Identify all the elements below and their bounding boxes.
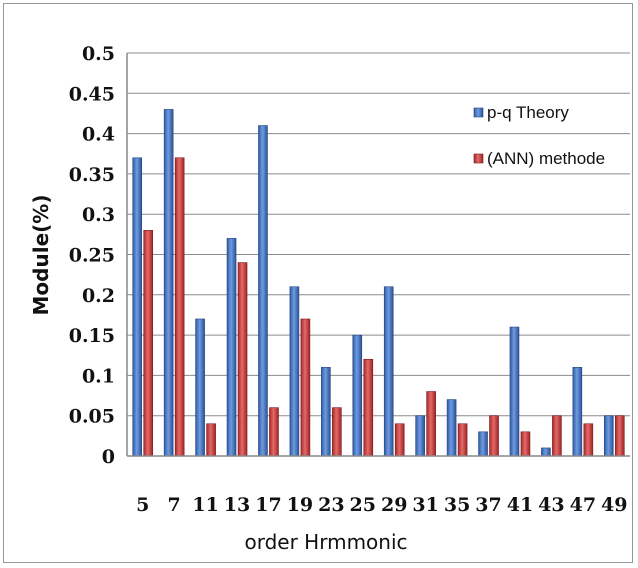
bar-pq-theory-49 — [603, 415, 614, 457]
bar-pq-theory-35 — [446, 399, 457, 457]
bar-pq-theory-47 — [572, 367, 583, 457]
legend-label: p-q Theory — [487, 103, 569, 122]
bar-ann-methode-13 — [237, 262, 248, 457]
bar-ann-methode-47 — [583, 423, 594, 457]
y-tick-label: 0.3 — [82, 204, 115, 226]
x-tick-label: 7 — [168, 494, 181, 516]
x-tick-label: 11 — [192, 494, 218, 516]
bar-ann-methode-31 — [426, 391, 436, 457]
x-axis-title: order Hrmmonic — [244, 530, 407, 554]
gridlines — [127, 52, 630, 417]
bar-ann-methode-19 — [300, 318, 311, 457]
y-tick-label: 0 — [102, 446, 115, 468]
bar-pq-theory-7 — [163, 109, 174, 457]
x-tick-label: 17 — [255, 494, 281, 516]
y-axis-title: Module(%) — [29, 195, 53, 316]
bar-pq-theory-25 — [352, 334, 363, 457]
bar-pq-theory-19 — [289, 286, 300, 457]
x-tick-label: 49 — [601, 494, 627, 516]
legend-swatch — [473, 107, 484, 118]
x-tick-label: 13 — [224, 494, 250, 516]
legend-swatch — [473, 153, 484, 164]
y-tick-label: 0.4 — [82, 124, 115, 146]
bar-pq-theory-43 — [541, 447, 551, 457]
y-tick-label: 0.25 — [69, 245, 115, 267]
bar-ann-methode-7 — [174, 157, 185, 457]
y-tick-labels: 0 0.05 0.1 0.15 0.2 0.25 0.3 0.35 0.4 0.45 0.5 — [69, 43, 115, 468]
bar-pq-theory-5 — [132, 157, 143, 457]
x-tick-label: 43 — [538, 494, 564, 516]
bar-ann-methode-23 — [332, 407, 342, 457]
y-tick-label: 0.1 — [82, 365, 115, 387]
x-tick-label: 23 — [318, 494, 344, 516]
x-tick-label: 19 — [287, 494, 313, 516]
bar-ann-methode-43 — [552, 415, 562, 457]
y-tick-label: 0.05 — [69, 406, 115, 428]
bar-ann-methode-41 — [520, 431, 531, 457]
bar-pq-theory-17 — [258, 125, 268, 457]
bar-ann-methode-37 — [489, 415, 499, 457]
x-tick-label: 31 — [412, 494, 438, 516]
bar-ann-methode-29 — [394, 423, 405, 457]
y-tick-label: 0.2 — [82, 285, 115, 307]
x-tick-label: 25 — [350, 494, 376, 516]
y-tick-label: 0.35 — [69, 164, 115, 186]
y-tick-label: 0.45 — [69, 83, 115, 105]
bar-pq-theory-13 — [226, 238, 237, 457]
bar-ann-methode-49 — [614, 415, 625, 457]
bar-pq-theory-37 — [478, 431, 488, 457]
x-tick-label: 35 — [444, 494, 470, 516]
legend: p-q Theory (ANN) methode — [473, 103, 605, 168]
bar-pq-theory-11 — [195, 318, 205, 457]
y-tick-label: 0.15 — [69, 325, 115, 347]
bars — [132, 109, 625, 457]
x-tick-label: 37 — [475, 494, 501, 516]
bar-ann-methode-17 — [269, 407, 279, 457]
legend-label: (ANN) methode — [487, 149, 605, 168]
bar-pq-theory-41 — [509, 326, 520, 457]
bar-pq-theory-23 — [321, 367, 331, 457]
chart-frame — [3, 3, 633, 563]
bar-ann-methode-5 — [143, 230, 154, 457]
bar-ann-methode-25 — [363, 358, 374, 457]
x-tick-label: 47 — [570, 494, 596, 516]
x-tick-label: 5 — [136, 494, 149, 516]
bar-ann-methode-35 — [457, 423, 468, 457]
y-tick-label: 0.5 — [82, 43, 115, 65]
bar-ann-methode-11 — [206, 423, 216, 457]
x-tick-label: 29 — [381, 494, 407, 516]
bar-pq-theory-31 — [415, 415, 425, 457]
x-tick-labels: 5 7 11 13 17 19 23 25 29 31 35 37 41 43 47 49 — [136, 494, 627, 516]
x-tick-label: 41 — [507, 494, 533, 516]
bar-pq-theory-29 — [383, 286, 394, 457]
